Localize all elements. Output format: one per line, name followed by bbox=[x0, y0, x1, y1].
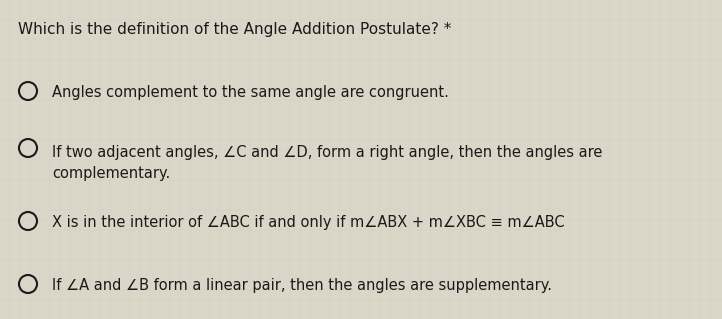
Text: If ∠A and ∠B form a linear pair, then the angles are supplementary.: If ∠A and ∠B form a linear pair, then th… bbox=[52, 278, 552, 293]
Text: Which is the definition of the Angle Addition Postulate? *: Which is the definition of the Angle Add… bbox=[18, 22, 451, 37]
Text: If two adjacent angles, ∠C and ∠D, form a right angle, then the angles are
compl: If two adjacent angles, ∠C and ∠D, form … bbox=[52, 145, 602, 181]
Text: X is in the interior of ∠ABC if and only if m∠ABX + m∠XBC ≡ m∠ABC: X is in the interior of ∠ABC if and only… bbox=[52, 215, 565, 230]
Text: Angles complement to the same angle are congruent.: Angles complement to the same angle are … bbox=[52, 85, 449, 100]
